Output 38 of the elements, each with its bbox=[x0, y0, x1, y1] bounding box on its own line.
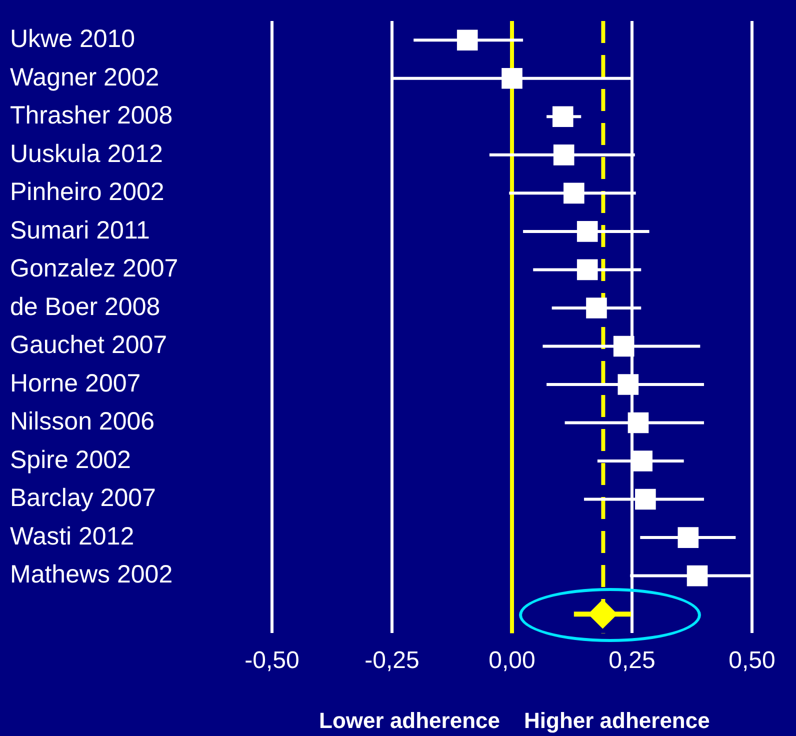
point bbox=[678, 527, 699, 548]
y-tick-label: Gauchet 2007 bbox=[10, 331, 168, 360]
y-tick-label: Nilsson 2006 bbox=[10, 408, 155, 436]
y-tick-label: Thrasher 2008 bbox=[10, 102, 173, 130]
point bbox=[613, 336, 634, 357]
text: Higher adherence bbox=[524, 708, 710, 734]
y-tick-label: Pinheiro 2002 bbox=[10, 178, 164, 206]
x-tick-label: 0,50 bbox=[728, 647, 776, 674]
y-tick-label: Mathews 2002 bbox=[10, 560, 173, 589]
point bbox=[618, 374, 639, 395]
point bbox=[628, 412, 649, 434]
y-tick-label: Horne 2007 bbox=[10, 369, 141, 398]
y-tick-label: Gonzalez 2007 bbox=[10, 254, 178, 283]
x-tick-label: 0,00 bbox=[488, 647, 536, 674]
x-tick-label: -0,25 bbox=[364, 647, 420, 674]
y-tick-label: Spire 2002 bbox=[10, 446, 131, 474]
x-tick-label: -0,50 bbox=[244, 647, 300, 674]
point bbox=[588, 600, 618, 629]
point bbox=[456, 30, 478, 51]
text: Lower adherence bbox=[319, 708, 500, 734]
point bbox=[576, 221, 598, 242]
y-tick-label: Uuskula 2012 bbox=[10, 140, 163, 168]
point bbox=[632, 450, 652, 472]
y-tick-label: Ukwe 2010 bbox=[10, 25, 136, 54]
point bbox=[564, 182, 584, 204]
y-tick-label: de Boer 2008 bbox=[10, 292, 160, 321]
y-tick-label: Wasti 2012 bbox=[10, 522, 134, 550]
point bbox=[576, 259, 598, 280]
point bbox=[686, 565, 708, 586]
y-tick-label: Wagner 2002 bbox=[10, 63, 160, 92]
point bbox=[586, 298, 607, 318]
y-tick-label: Barclay 2007 bbox=[10, 484, 156, 512]
point bbox=[552, 106, 574, 128]
point bbox=[502, 68, 522, 89]
x-tick-label: 0,25 bbox=[608, 647, 656, 674]
y-tick-label: Sumari 2011 bbox=[10, 216, 150, 244]
point bbox=[553, 144, 574, 166]
point bbox=[635, 488, 656, 510]
